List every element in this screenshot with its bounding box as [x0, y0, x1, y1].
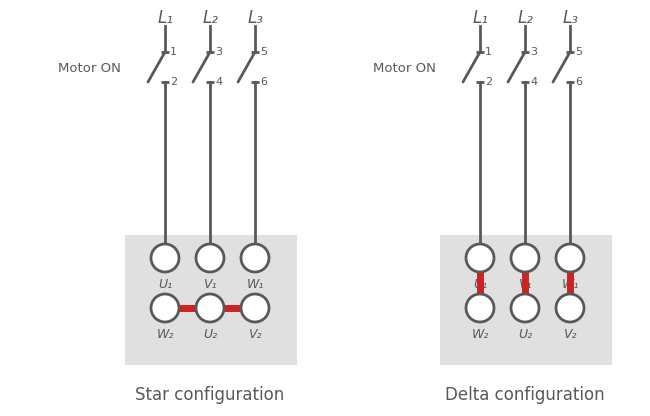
Bar — [440, 235, 612, 365]
Circle shape — [466, 294, 494, 322]
Text: W₂: W₂ — [471, 328, 489, 341]
Circle shape — [511, 244, 539, 272]
Circle shape — [241, 294, 269, 322]
Text: 3: 3 — [215, 47, 222, 57]
Text: 5: 5 — [260, 47, 267, 57]
Text: 6: 6 — [260, 77, 267, 87]
Text: Star configuration: Star configuration — [135, 386, 285, 404]
Text: L₂: L₂ — [517, 9, 533, 27]
Text: 2: 2 — [485, 77, 492, 87]
Circle shape — [196, 294, 224, 322]
Text: Motor ON: Motor ON — [373, 62, 436, 74]
Bar — [125, 235, 297, 365]
Text: L₂: L₂ — [202, 9, 218, 27]
Circle shape — [511, 294, 539, 322]
Text: 1: 1 — [170, 47, 177, 57]
Text: 4: 4 — [530, 77, 537, 87]
Text: V₂: V₂ — [248, 328, 262, 341]
Circle shape — [556, 294, 584, 322]
Circle shape — [556, 244, 584, 272]
Text: Delta configuration: Delta configuration — [445, 386, 604, 404]
Text: 5: 5 — [575, 47, 582, 57]
Text: U₁: U₁ — [158, 278, 172, 291]
Text: L₃: L₃ — [247, 9, 263, 27]
Text: W₂: W₂ — [156, 328, 174, 341]
Circle shape — [196, 244, 224, 272]
Text: U₂: U₂ — [518, 328, 532, 341]
Text: L₁: L₁ — [157, 9, 173, 27]
Text: L₁: L₁ — [472, 9, 488, 27]
Text: V₂: V₂ — [564, 328, 577, 341]
Text: V₁: V₁ — [203, 278, 216, 291]
Text: 6: 6 — [575, 77, 582, 87]
Text: V₁: V₁ — [518, 278, 532, 291]
Circle shape — [151, 244, 179, 272]
Text: L₃: L₃ — [562, 9, 578, 27]
Circle shape — [151, 294, 179, 322]
Text: 1: 1 — [485, 47, 492, 57]
Text: 4: 4 — [215, 77, 222, 87]
Text: Motor ON: Motor ON — [58, 62, 121, 74]
Text: U₂: U₂ — [203, 328, 217, 341]
Text: 2: 2 — [170, 77, 177, 87]
Circle shape — [466, 244, 494, 272]
Text: W₁: W₁ — [246, 278, 264, 291]
Text: 3: 3 — [530, 47, 537, 57]
Text: U₁: U₁ — [473, 278, 487, 291]
Text: W₁: W₁ — [562, 278, 578, 291]
Circle shape — [241, 244, 269, 272]
